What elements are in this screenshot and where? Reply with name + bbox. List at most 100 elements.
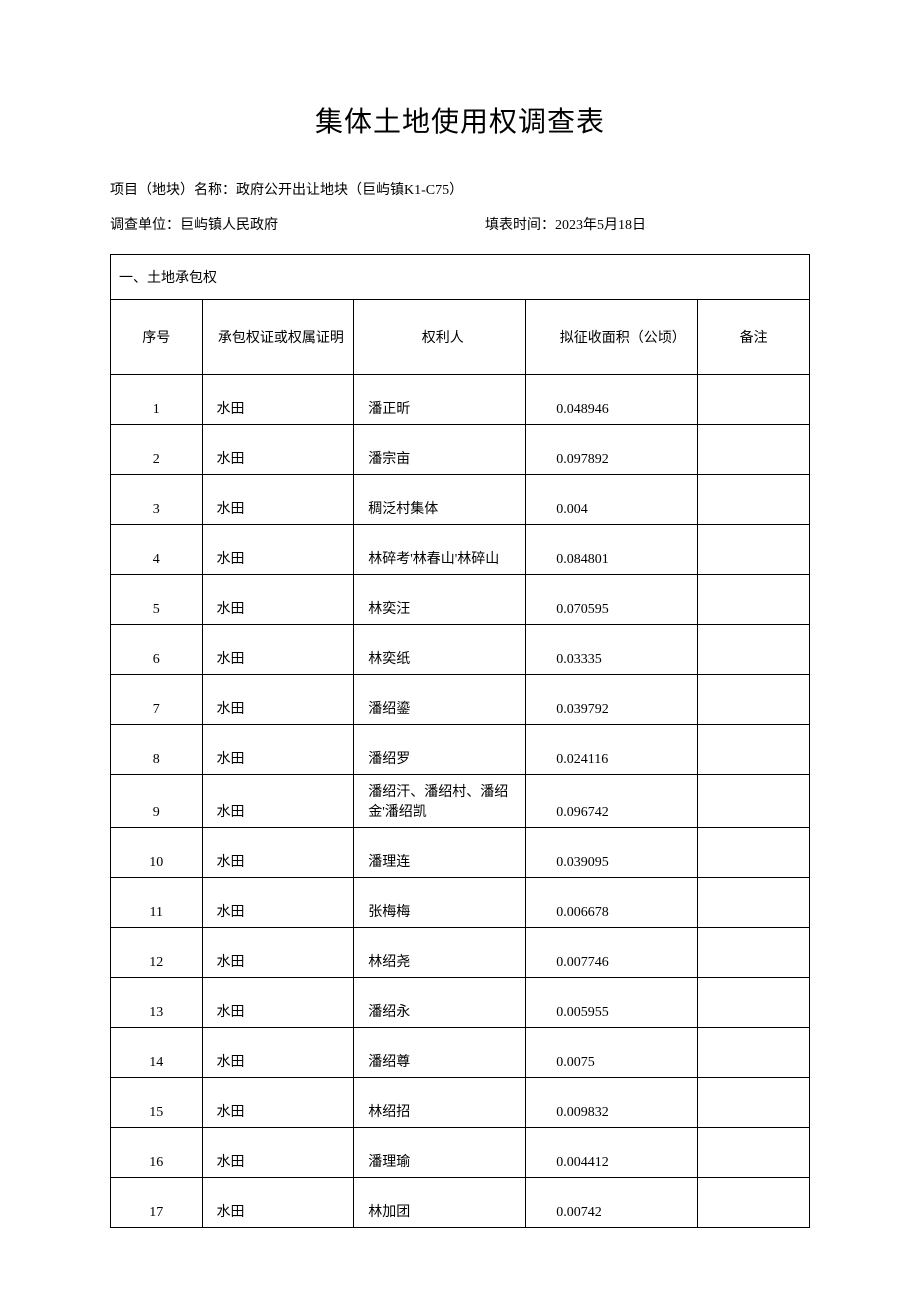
cell-owner: 潘正昕 — [354, 374, 526, 424]
cell-type: 水田 — [202, 977, 354, 1027]
table-row: 16水田潘理瑜0.004412 — [111, 1127, 809, 1177]
cell-note — [698, 424, 809, 474]
cell-seq: 16 — [111, 1127, 202, 1177]
cell-type: 水田 — [202, 1177, 354, 1227]
cell-area: 0.00742 — [526, 1177, 698, 1227]
cell-owner: 潘绍汗、潘绍村、潘绍金'潘绍凯 — [354, 774, 526, 827]
cell-seq: 11 — [111, 877, 202, 927]
date-label: 填表时间： — [485, 218, 555, 233]
cell-type: 水田 — [202, 927, 354, 977]
cell-area: 0.024116 — [526, 724, 698, 774]
table-row: 14水田潘绍尊0.0075 — [111, 1027, 809, 1077]
cell-note — [698, 724, 809, 774]
project-row: 项目（地块）名称：政府公开出让地块（巨屿镇K1-C75） — [110, 180, 810, 201]
cell-owner: 潘绍永 — [354, 977, 526, 1027]
cell-note — [698, 1027, 809, 1077]
land-table: 序号 承包权证或权属证明 权利人 拟征收面积（公顷） 备注 1水田潘正昕0.04… — [111, 300, 809, 1227]
cell-seq: 10 — [111, 827, 202, 877]
cell-area: 0.070595 — [526, 574, 698, 624]
cell-area: 0.097892 — [526, 424, 698, 474]
cell-area: 0.0075 — [526, 1027, 698, 1077]
section-wrapper: 一、土地承包权 序号 承包权证或权属证明 权利人 拟征收面积（公顷） 备注 1水… — [110, 254, 810, 1228]
cell-note — [698, 474, 809, 524]
cell-area: 0.004412 — [526, 1127, 698, 1177]
cell-type: 水田 — [202, 424, 354, 474]
cell-area: 0.009832 — [526, 1077, 698, 1127]
header-type: 承包权证或权属证明 — [202, 300, 354, 374]
date-value: 2023年5月18日 — [555, 218, 646, 233]
table-row: 4水田林碎考'林春山'林碎山0.084801 — [111, 524, 809, 574]
meta-row-2: 调查单位：巨屿镇人民政府 填表时间：2023年5月18日 — [110, 215, 810, 236]
cell-seq: 3 — [111, 474, 202, 524]
unit-row: 调查单位：巨屿镇人民政府 — [110, 215, 435, 236]
cell-type: 水田 — [202, 774, 354, 827]
cell-seq: 14 — [111, 1027, 202, 1077]
cell-note — [698, 1127, 809, 1177]
cell-note — [698, 977, 809, 1027]
table-row: 12水田林绍尧0.007746 — [111, 927, 809, 977]
page-title: 集体土地使用权调查表 — [110, 100, 810, 140]
cell-type: 水田 — [202, 574, 354, 624]
cell-area: 0.084801 — [526, 524, 698, 574]
header-seq: 序号 — [111, 300, 202, 374]
cell-type: 水田 — [202, 524, 354, 574]
cell-type: 水田 — [202, 827, 354, 877]
table-row: 5水田林奕汪0.070595 — [111, 574, 809, 624]
cell-owner: 潘宗亩 — [354, 424, 526, 474]
project-label: 项目（地块）名称： — [110, 183, 236, 198]
cell-seq: 6 — [111, 624, 202, 674]
cell-type: 水田 — [202, 1077, 354, 1127]
cell-note — [698, 927, 809, 977]
cell-owner: 林绍尧 — [354, 927, 526, 977]
cell-seq: 1 — [111, 374, 202, 424]
cell-owner: 张梅梅 — [354, 877, 526, 927]
header-note: 备注 — [698, 300, 809, 374]
table-body: 1水田潘正昕0.0489462水田潘宗亩0.0978923水田稠泛村集体0.00… — [111, 374, 809, 1227]
cell-owner: 林奕纸 — [354, 624, 526, 674]
cell-owner: 潘绍尊 — [354, 1027, 526, 1077]
cell-seq: 2 — [111, 424, 202, 474]
cell-type: 水田 — [202, 674, 354, 724]
cell-owner: 林奕汪 — [354, 574, 526, 624]
cell-note — [698, 524, 809, 574]
cell-owner: 潘理连 — [354, 827, 526, 877]
cell-owner: 潘理瑜 — [354, 1127, 526, 1177]
table-row: 11水田张梅梅0.006678 — [111, 877, 809, 927]
cell-seq: 8 — [111, 724, 202, 774]
cell-seq: 15 — [111, 1077, 202, 1127]
table-row: 8水田潘绍罗0.024116 — [111, 724, 809, 774]
header-area: 拟征收面积（公顷） — [526, 300, 698, 374]
table-row: 6水田林奕纸0.03335 — [111, 624, 809, 674]
cell-seq: 12 — [111, 927, 202, 977]
cell-type: 水田 — [202, 877, 354, 927]
table-header-row: 序号 承包权证或权属证明 权利人 拟征收面积（公顷） 备注 — [111, 300, 809, 374]
cell-seq: 4 — [111, 524, 202, 574]
cell-owner: 潘绍鎏 — [354, 674, 526, 724]
cell-owner: 林加团 — [354, 1177, 526, 1227]
cell-area: 0.007746 — [526, 927, 698, 977]
table-row: 7水田潘绍鎏0.039792 — [111, 674, 809, 724]
cell-note — [698, 877, 809, 927]
cell-area: 0.004 — [526, 474, 698, 524]
cell-area: 0.039095 — [526, 827, 698, 877]
cell-note — [698, 774, 809, 827]
cell-note — [698, 374, 809, 424]
cell-area: 0.096742 — [526, 774, 698, 827]
table-row: 9水田潘绍汗、潘绍村、潘绍金'潘绍凯0.096742 — [111, 774, 809, 827]
date-row: 填表时间：2023年5月18日 — [435, 215, 810, 236]
cell-note — [698, 624, 809, 674]
unit-label: 调查单位： — [110, 218, 180, 233]
cell-seq: 5 — [111, 574, 202, 624]
cell-owner: 稠泛村集体 — [354, 474, 526, 524]
cell-seq: 17 — [111, 1177, 202, 1227]
table-row: 13水田潘绍永0.005955 — [111, 977, 809, 1027]
cell-seq: 7 — [111, 674, 202, 724]
cell-type: 水田 — [202, 1027, 354, 1077]
cell-note — [698, 574, 809, 624]
unit-name: 巨屿镇人民政府 — [180, 218, 278, 233]
section-title: 一、土地承包权 — [111, 255, 809, 300]
cell-area: 0.005955 — [526, 977, 698, 1027]
table-row: 3水田稠泛村集体0.004 — [111, 474, 809, 524]
table-row: 1水田潘正昕0.048946 — [111, 374, 809, 424]
table-row: 10水田潘理连0.039095 — [111, 827, 809, 877]
